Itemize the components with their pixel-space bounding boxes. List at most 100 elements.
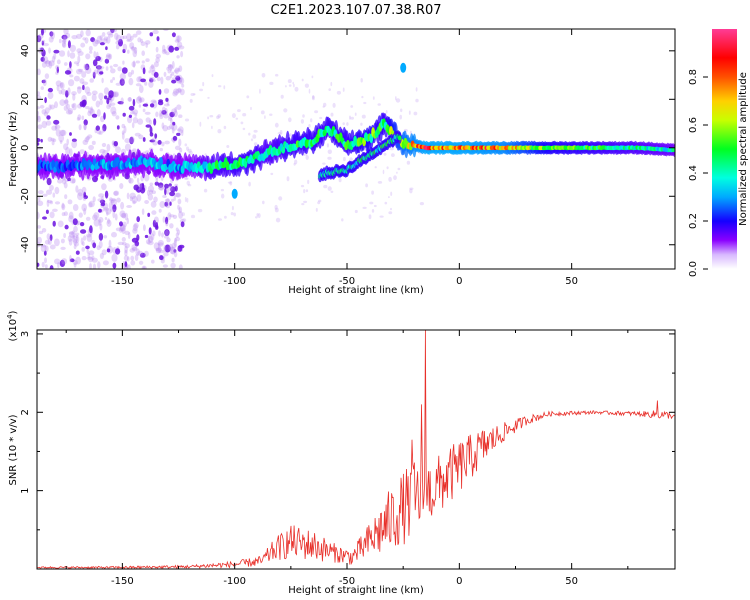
noise-speck [41, 79, 46, 84]
noise-speck [74, 241, 79, 247]
snr-y-ticks: 1 2 3 [20, 331, 675, 531]
noise-speck [76, 33, 82, 40]
noise-speck [96, 51, 99, 59]
noise-speck [301, 203, 305, 206]
noise-speck [149, 126, 153, 134]
noise-speck [406, 160, 411, 165]
noise-speck [310, 118, 313, 123]
spectrogram-marks [37, 29, 675, 269]
noise-speck [83, 63, 87, 70]
noise-speck [71, 91, 77, 96]
noise-speck [72, 204, 79, 211]
noise-speck [182, 218, 187, 222]
noise-speck [111, 111, 117, 117]
noise-speck [116, 197, 121, 203]
noise-speck [341, 218, 344, 222]
noise-speck [98, 233, 104, 241]
noise-speck [98, 193, 105, 198]
noise-speck [41, 61, 47, 68]
noise-speck [262, 200, 265, 205]
noise-speck [342, 122, 345, 125]
noise-speck [178, 45, 185, 50]
noise-speck [86, 256, 93, 260]
noise-speck [178, 65, 183, 72]
noise-speck [130, 255, 135, 261]
noise-speck [229, 181, 233, 186]
noise-speck [317, 201, 321, 205]
noise-speck [175, 75, 181, 82]
noise-speck [142, 137, 146, 142]
noise-speck [346, 122, 349, 126]
noise-speck [95, 65, 102, 70]
noise-speck [288, 117, 292, 123]
noise-speck [319, 116, 323, 120]
noise-speck [102, 124, 107, 132]
noise-speck [288, 84, 292, 87]
noise-speck [93, 218, 100, 227]
noise-speck [149, 132, 154, 137]
noise-speck [132, 200, 136, 205]
noise-speck [92, 263, 97, 269]
noise-speck [154, 133, 158, 139]
x-tick-label: 0 [456, 276, 462, 287]
noise-speck [294, 159, 298, 165]
noise-speck [126, 217, 129, 225]
noise-speck [169, 191, 176, 197]
noise-speck [224, 215, 227, 219]
noise-speck [171, 198, 174, 202]
noise-speck [207, 96, 210, 99]
noise-speck [108, 201, 114, 210]
noise-speck [61, 34, 68, 40]
spectrogram-frame [36, 28, 676, 270]
noise-speck [129, 136, 134, 145]
noise-speck [363, 101, 367, 105]
noise-speck [322, 162, 326, 165]
noise-speck [409, 188, 413, 194]
noise-speck [67, 235, 73, 242]
noise-speck [37, 262, 40, 267]
noise-speck [101, 183, 107, 191]
noise-speck [169, 246, 176, 255]
noise-speck [132, 60, 136, 68]
noise-speck [132, 98, 136, 107]
noise-speck [60, 89, 67, 95]
noise-speck [110, 79, 113, 83]
noise-speck [151, 210, 157, 215]
noise-speck [73, 75, 80, 82]
noise-speck [169, 223, 174, 229]
snr-y-axis-label: SNR (10 * v/v) [8, 414, 19, 485]
noise-speck [147, 185, 155, 193]
noise-speck [188, 150, 193, 155]
noise-speck [377, 181, 383, 184]
noise-speck [108, 239, 112, 248]
colorbar-gradient [712, 29, 737, 269]
noise-speck [37, 115, 40, 121]
noise-speck [144, 250, 149, 257]
noise-speck [44, 245, 49, 252]
noise-speck [128, 177, 134, 184]
noise-speck [132, 109, 139, 115]
noise-speck [159, 109, 163, 117]
noise-speck [120, 97, 124, 106]
noise-speck [277, 132, 282, 135]
noise-speck [87, 110, 92, 117]
noise-speck [135, 83, 142, 87]
noise-speck [408, 110, 411, 115]
noise-speck [167, 212, 172, 221]
noise-speck [57, 179, 63, 184]
noise-speck [178, 206, 183, 214]
noise-speck [139, 85, 144, 94]
noise-speck [187, 184, 192, 187]
noise-speck [142, 103, 149, 107]
noise-speck [108, 90, 114, 98]
noise-speck [85, 245, 90, 250]
noise-speck [362, 206, 367, 209]
noise-speck [256, 213, 259, 217]
spectrogram-x-axis-label: Height of straight line (km) [288, 285, 424, 296]
noise-speck [264, 115, 266, 119]
noise-speck [312, 95, 315, 100]
y-tick-label: -20 [20, 188, 31, 204]
noise-speck [69, 255, 72, 263]
noise-speck [274, 204, 278, 210]
noise-speck [49, 244, 56, 250]
